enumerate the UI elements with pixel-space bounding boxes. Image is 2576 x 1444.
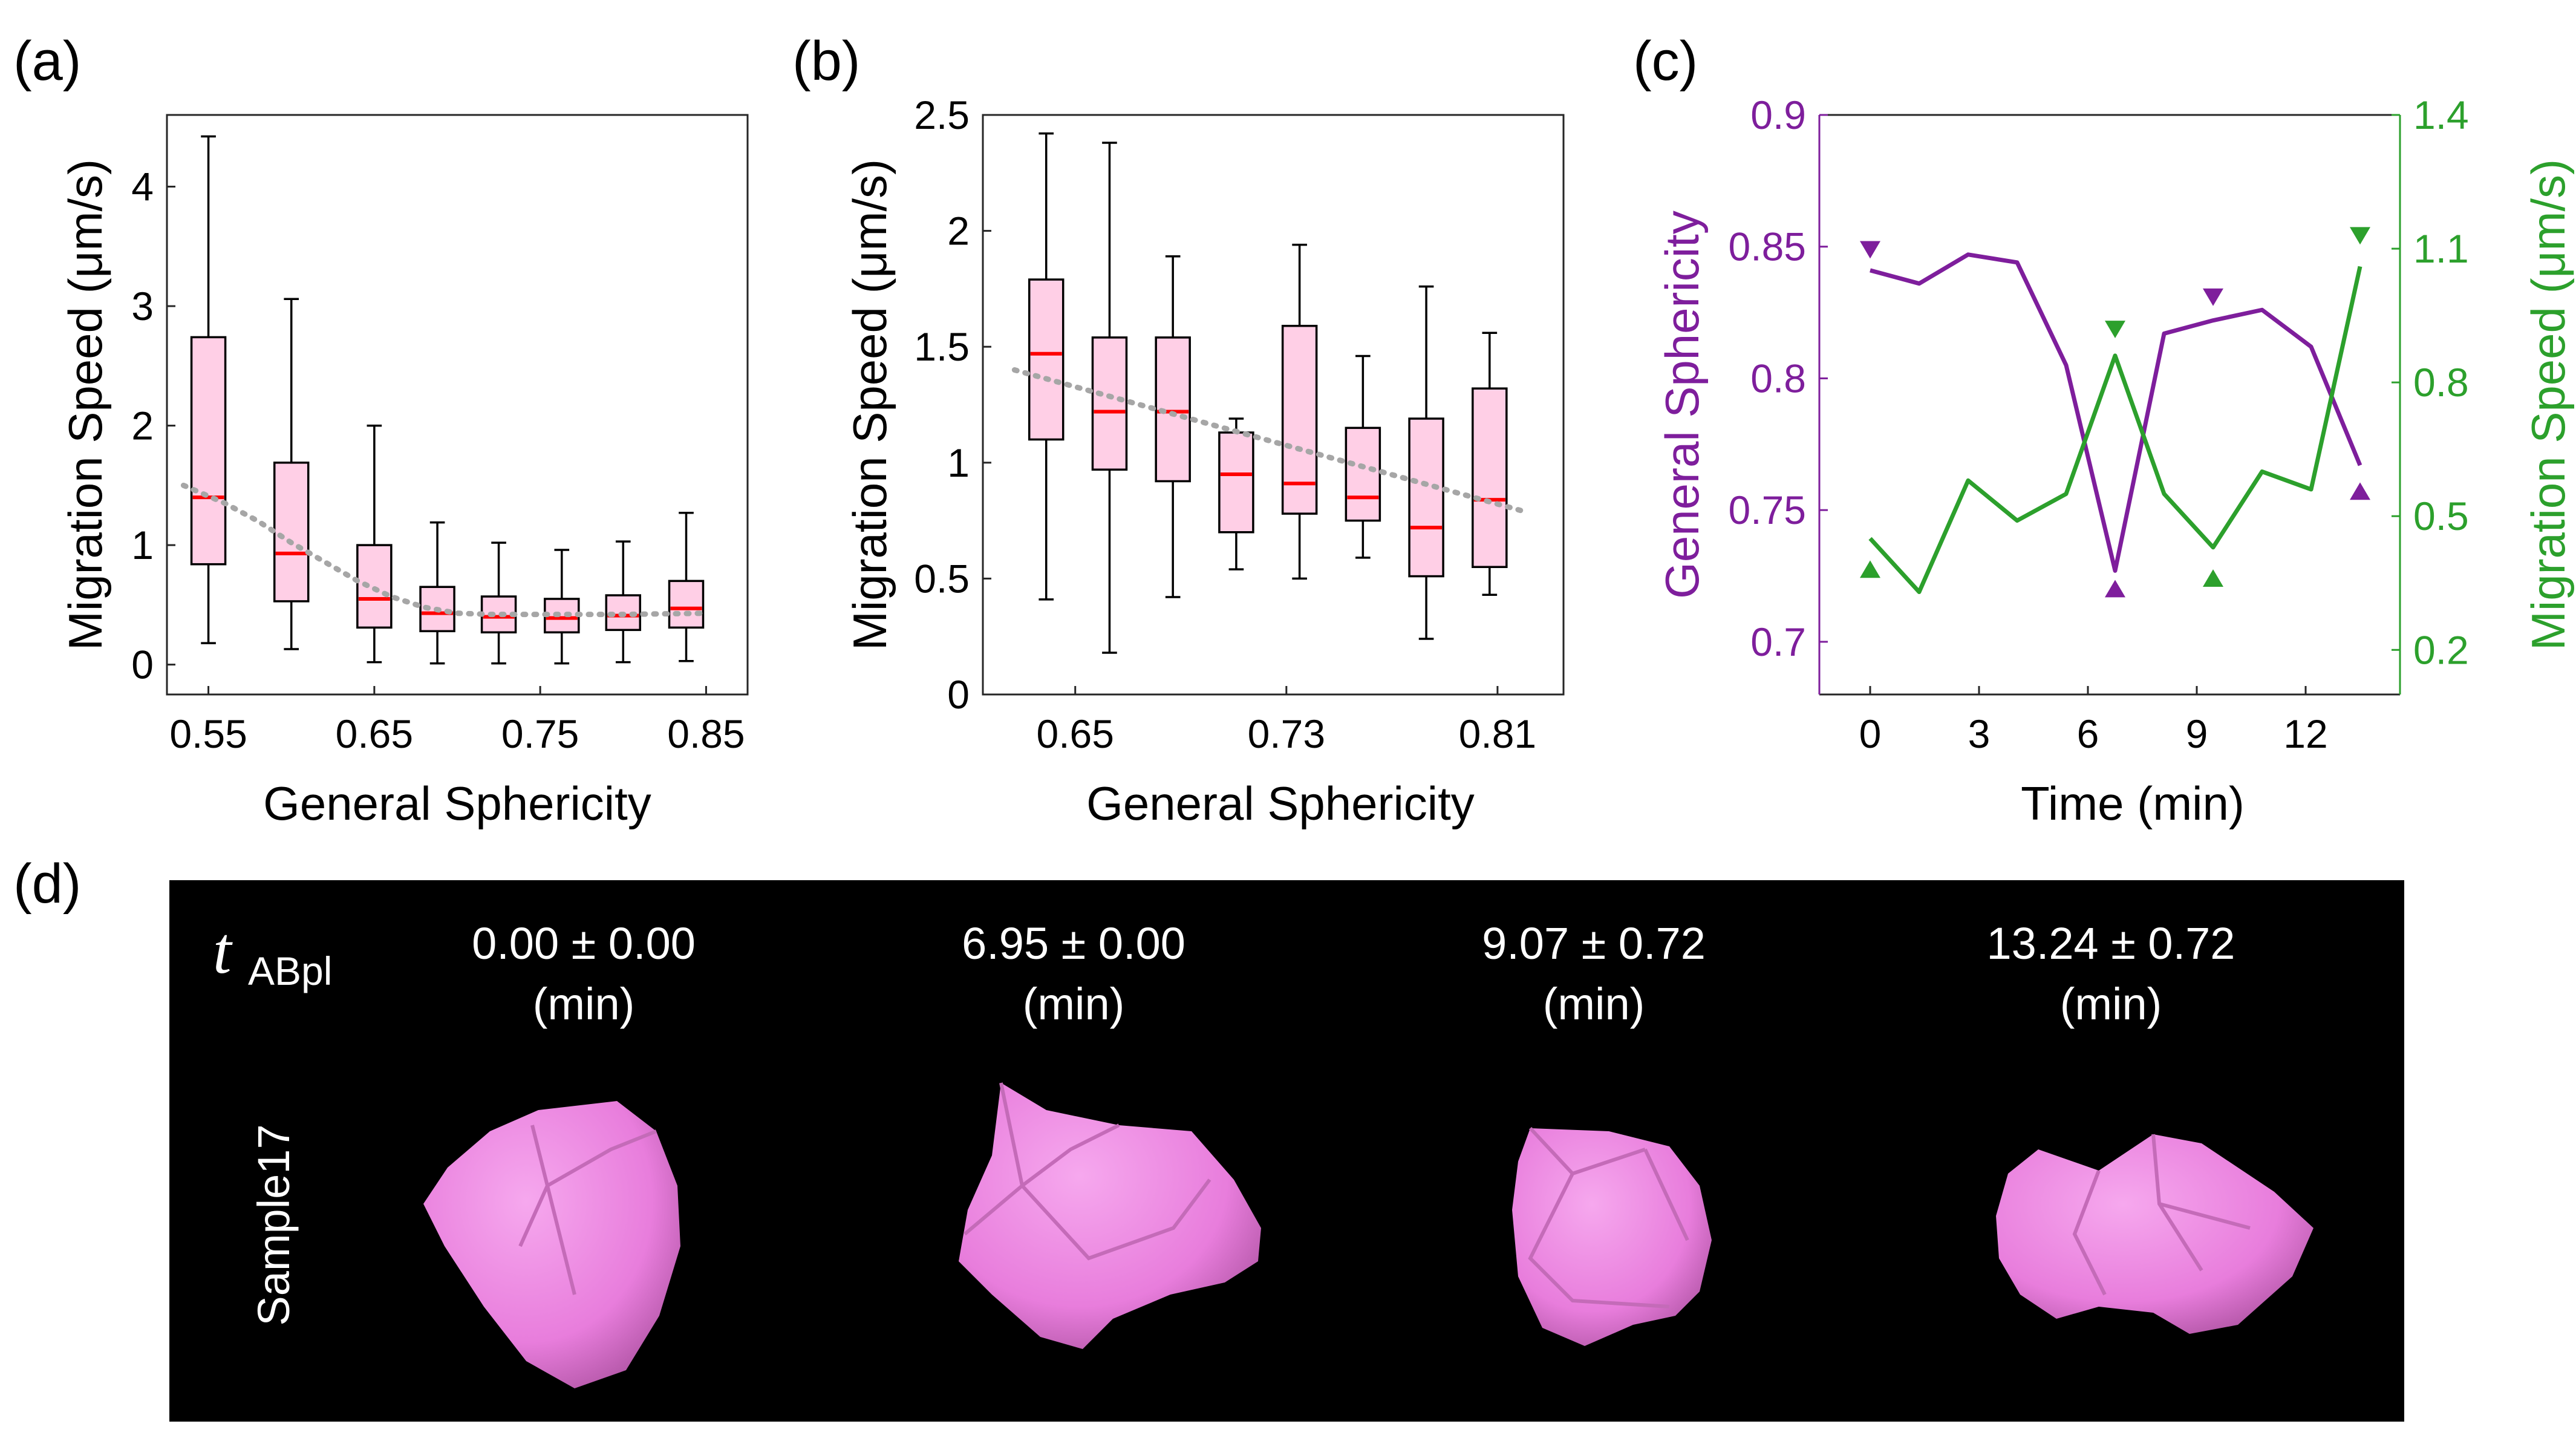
y-tick-label-left: 0.9 bbox=[1750, 93, 1806, 137]
chart-a-ylabel: Migration Speed (μm/s) bbox=[59, 159, 112, 650]
y-tick-label-right: 0.8 bbox=[2413, 360, 2469, 405]
y-tick-label-left: 0.85 bbox=[1729, 224, 1806, 269]
triangle-down-marker bbox=[2350, 227, 2370, 245]
chart-b-frame bbox=[982, 114, 1565, 696]
chart-c-ylabel-left: General Sphericity bbox=[1655, 211, 1709, 599]
box-iqr bbox=[544, 598, 580, 634]
y-tick-label: 2.5 bbox=[914, 93, 970, 137]
time-unit-1: (min) bbox=[533, 979, 635, 1029]
box-iqr bbox=[1028, 278, 1065, 441]
cell-shape-3 bbox=[1512, 1126, 1712, 1346]
y-tick-label-right: 1.1 bbox=[2413, 226, 2469, 271]
triangle-down-marker bbox=[2105, 321, 2125, 339]
box-iqr bbox=[1472, 387, 1508, 568]
chart-c: 0 3 6 9 12 0.7 0.75 0.8 0.85 0.9 0.2 0.5 0.8 1.1 1.4 T… bbox=[1655, 93, 2575, 830]
cell-shape-4 bbox=[1996, 1134, 2314, 1334]
trend-line bbox=[1011, 367, 1527, 514]
time-value-1: 0.00 ± 0.00 bbox=[472, 918, 696, 969]
triangle-up-marker bbox=[2350, 482, 2370, 500]
time-value-3: 9.07 ± 0.72 bbox=[1482, 918, 1706, 969]
y-tick-label: 0 bbox=[947, 672, 970, 717]
x-tick-label: 0.85 bbox=[667, 711, 745, 756]
x-tick-label: 9 bbox=[2186, 711, 2208, 756]
x-tick-label: 12 bbox=[2283, 711, 2327, 756]
t-symbol: t bbox=[213, 913, 233, 987]
box-iqr bbox=[1281, 324, 1318, 515]
triangle-up-marker bbox=[1860, 560, 1880, 578]
y-tick-label: 1.5 bbox=[914, 324, 970, 369]
y-tick-label: 2 bbox=[947, 209, 970, 253]
x-tick-label: 0 bbox=[1859, 711, 1882, 756]
y-tick-label-right: 0.5 bbox=[2413, 494, 2469, 538]
triangle-up-marker bbox=[2105, 580, 2125, 598]
y-tick-label-left: 0.8 bbox=[1750, 356, 1806, 400]
x-tick-label: 0.81 bbox=[1459, 711, 1536, 756]
y-tick-label-right: 0.2 bbox=[2413, 627, 2469, 672]
box-iqr bbox=[273, 462, 310, 603]
chart-b: 0.65 0.73 0.81 0 0.5 1 1.5 2 2.5 General Spheric… bbox=[843, 93, 1565, 830]
chart-b-ylabel: Migration Speed (μm/s) bbox=[843, 159, 896, 650]
chart-c-marks: 0 3 6 9 12 0.7 0.75 0.8 0.85 0.9 0.2 0.5 0.8 1.1 1.4 bbox=[1729, 93, 2469, 756]
chart-a-marks: 0.55 0.65 0.75 0.85 0 1 2 3 4 bbox=[131, 135, 745, 756]
t-subscript: ABpl bbox=[248, 949, 332, 993]
time-unit-2: (min) bbox=[1023, 979, 1125, 1029]
y-tick-label: 1 bbox=[131, 523, 154, 567]
time-value-2: 6.95 ± 0.00 bbox=[962, 918, 1185, 969]
triangle-down-marker bbox=[1860, 241, 1880, 259]
chart-b-xlabel: General Sphericity bbox=[1086, 777, 1475, 830]
chart-a-xlabel: General Sphericity bbox=[263, 777, 651, 830]
y-tick-label-right: 1.4 bbox=[2413, 93, 2469, 137]
panel-label-a: (a) bbox=[13, 30, 81, 92]
x-tick-label: 0.65 bbox=[1036, 711, 1114, 756]
panel-d: t ABpl Sample17 0.00 ± 0.00 (min) 6.95 ±… bbox=[169, 880, 2404, 1422]
chart-c-ylabel-right: Migration Speed (μm/s) bbox=[2522, 159, 2575, 650]
y-tick-label: 1 bbox=[947, 440, 970, 485]
time-unit-4: (min) bbox=[2060, 979, 2162, 1029]
cell-shape-1 bbox=[423, 1101, 680, 1388]
box-iqr bbox=[668, 580, 705, 629]
chart-c-xlabel: Time (min) bbox=[2021, 777, 2245, 830]
y-tick-label: 0 bbox=[131, 642, 154, 687]
box-iqr bbox=[1408, 417, 1444, 578]
x-tick-label: 6 bbox=[2077, 711, 2099, 756]
x-tick-label: 0.75 bbox=[501, 711, 579, 756]
chart-a-frame bbox=[166, 114, 749, 696]
x-tick-label: 3 bbox=[1968, 711, 1991, 756]
panel-label-c: (c) bbox=[1633, 30, 1698, 92]
panel-label-b: (b) bbox=[792, 30, 860, 92]
chart-a: 0.55 0.65 0.75 0.85 0 1 2 3 4 General Sphericity… bbox=[59, 114, 749, 830]
time-value-4: 13.24 ± 0.72 bbox=[1987, 918, 2235, 969]
triangle-down-marker bbox=[2203, 288, 2223, 306]
y-tick-label: 4 bbox=[131, 165, 154, 209]
sphericity-line bbox=[1870, 252, 2362, 573]
chart-b-marks: 0.65 0.73 0.81 0 0.5 1 1.5 2 2.5 bbox=[914, 93, 1536, 756]
x-tick-label: 0.73 bbox=[1248, 711, 1325, 756]
y-tick-label-left: 0.75 bbox=[1729, 488, 1806, 532]
triangle-up-marker bbox=[2203, 569, 2223, 587]
x-tick-label: 0.55 bbox=[169, 711, 247, 756]
y-tick-label: 0.5 bbox=[914, 556, 970, 601]
time-unit-3: (min) bbox=[1543, 979, 1645, 1029]
y-tick-label-left: 0.7 bbox=[1750, 619, 1806, 664]
box-iqr bbox=[1091, 336, 1128, 471]
panel-label-d: (d) bbox=[13, 853, 81, 915]
x-tick-label: 0.65 bbox=[336, 711, 413, 756]
box-iqr bbox=[1345, 426, 1381, 522]
box-iqr bbox=[1218, 431, 1254, 534]
speed-line bbox=[1868, 266, 2362, 595]
y-tick-label: 3 bbox=[131, 284, 154, 328]
y-tick-label: 2 bbox=[131, 403, 154, 448]
sample-label: Sample17 bbox=[249, 1124, 299, 1325]
cell-shape-2 bbox=[959, 1082, 1261, 1349]
box-iqr bbox=[190, 336, 227, 566]
